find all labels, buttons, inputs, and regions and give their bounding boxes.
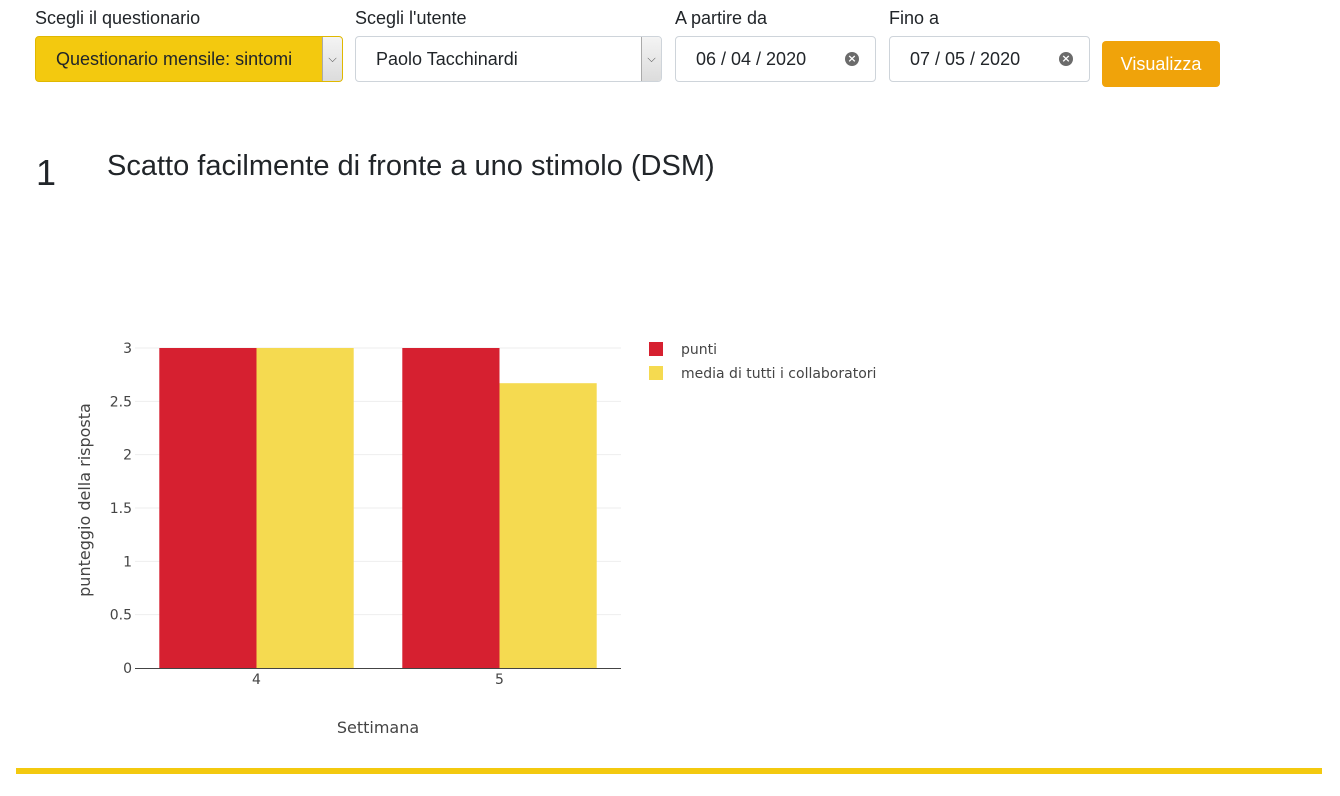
- questionnaire-select[interactable]: Questionario mensile: sintomi ⌵: [35, 36, 343, 82]
- x-tick-label: 4: [252, 672, 261, 688]
- x-axis-title: Settimana: [337, 718, 419, 737]
- y-tick-label: 3: [123, 341, 132, 357]
- y-tick-label: 1.5: [110, 501, 132, 517]
- chevron-down-icon[interactable]: ⌵: [322, 37, 342, 81]
- y-tick-label: 1: [123, 554, 132, 570]
- questionnaire-label: Scegli il questionario: [35, 8, 201, 28]
- question-title: Scatto facilmente di fronte a uno stimol…: [107, 150, 715, 182]
- from-date-label: A partire da: [675, 8, 768, 28]
- clear-icon[interactable]: ×: [845, 52, 859, 66]
- y-tick-label: 0: [123, 661, 132, 677]
- question-number: 1: [36, 152, 57, 193]
- y-tick-label: 2.5: [110, 394, 132, 410]
- user-label: Scegli l'utente: [355, 8, 467, 28]
- to-date-value: 07 / 05 / 2020: [910, 49, 1021, 69]
- chevron-down-icon[interactable]: ⌵: [641, 37, 661, 81]
- clear-icon[interactable]: ×: [1059, 52, 1073, 66]
- legend-label: media di tutti i collaboratori: [681, 366, 876, 382]
- questionnaire-value: Questionario mensile: sintomi: [56, 49, 293, 69]
- user-value: Paolo Tacchinardi: [376, 49, 518, 69]
- bar-punti-week-4: [159, 348, 257, 668]
- legend-swatch: [649, 366, 663, 380]
- from-date-value: 06 / 04 / 2020: [696, 49, 807, 69]
- visualizza-button[interactable]: Visualizza: [1102, 41, 1220, 87]
- legend-swatch: [649, 342, 663, 356]
- from-date-field: A partire da: [675, 6, 767, 30]
- to-date-label: Fino a: [889, 8, 940, 28]
- legend-label: punti: [681, 342, 717, 358]
- bar-punti-week-5: [402, 348, 500, 668]
- y-tick-label: 2: [123, 448, 132, 464]
- from-date-input[interactable]: 06 / 04 / 2020 ×: [675, 36, 876, 82]
- to-date-input[interactable]: 07 / 05 / 2020 ×: [889, 36, 1090, 82]
- user-select[interactable]: Paolo Tacchinardi ⌵: [355, 36, 662, 82]
- y-axis-title: punteggio della risposta: [75, 403, 94, 597]
- bar-media-week-4: [256, 348, 354, 668]
- bar-media-week-5: [499, 383, 597, 668]
- y-tick-label: 0.5: [110, 608, 132, 624]
- footer-divider: [16, 768, 1322, 774]
- x-tick-label: 5: [495, 672, 504, 688]
- to-date-field: Fino a: [889, 6, 939, 30]
- user-field: Scegli l'utente: [355, 6, 467, 30]
- questionnaire-field: Scegli il questionario: [35, 6, 200, 30]
